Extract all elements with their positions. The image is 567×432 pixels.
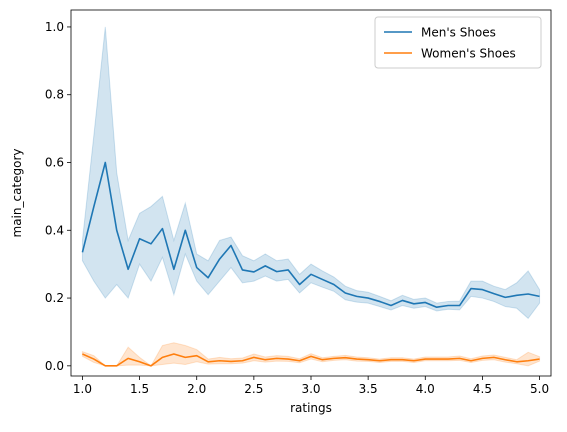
- x-tick-label: 1.5: [130, 382, 149, 396]
- x-tick-label: 4.0: [416, 382, 435, 396]
- x-tick-label: 5.0: [530, 382, 549, 396]
- x-tick-label: 4.5: [473, 382, 492, 396]
- x-axis-label: ratings: [290, 401, 332, 415]
- y-tick-label: 0.2: [45, 291, 64, 305]
- y-tick-label: 1.0: [45, 20, 64, 34]
- confidence-band-0: [81, 26, 541, 320]
- y-axis-ticks: 0.0 0.2 0.4 0.6 0.8 1.0: [45, 20, 71, 373]
- legend: Men's Shoes Women's Shoes: [374, 16, 542, 69]
- y-tick-label: 0.4: [45, 223, 64, 237]
- legend-label-1: Women's Shoes: [421, 47, 516, 61]
- y-tick-label: 0.6: [45, 156, 64, 170]
- confidence-bands: [81, 26, 541, 367]
- y-tick-label: 0.8: [45, 88, 64, 102]
- legend-label-0: Men's Shoes: [421, 26, 496, 40]
- legend-box: [374, 16, 542, 69]
- x-tick-label: 2.5: [244, 382, 263, 396]
- y-tick-label: 0.0: [45, 359, 64, 373]
- series-line-0: [81, 161, 540, 309]
- confidence-band-1: [81, 342, 541, 367]
- x-tick-label: 3.5: [359, 382, 378, 396]
- x-tick-label: 1.0: [73, 382, 92, 396]
- x-tick-label: 3.0: [301, 382, 320, 396]
- series-line-1: [82, 353, 540, 367]
- x-tick-label: 2.0: [187, 382, 206, 396]
- y-axis-label: main_category: [10, 148, 24, 237]
- x-axis-ticks: 1.0 1.5 2.0 2.5 3.0 3.5 4.0 4.5 5.0: [73, 376, 549, 396]
- series-lines: [81, 161, 540, 367]
